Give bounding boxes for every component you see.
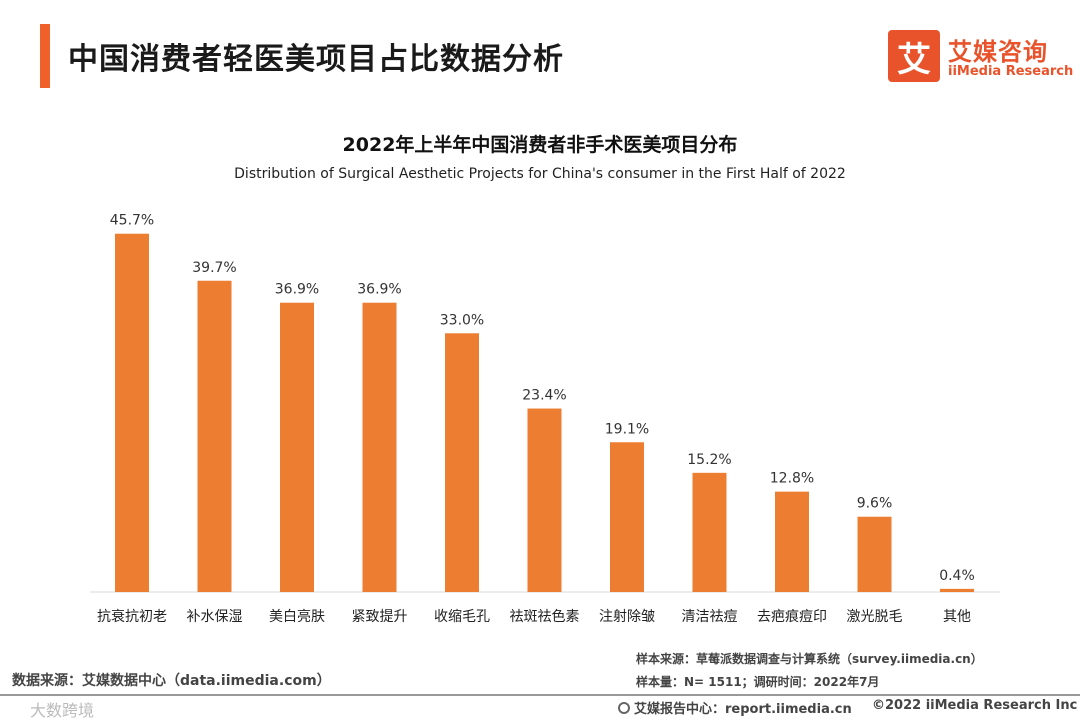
category-label-10: 其他 xyxy=(943,609,971,625)
data-source: 数据来源：艾媒数据中心（data.iimedia.com） xyxy=(12,673,331,689)
category-label-0: 抗衰抗初老 xyxy=(97,608,167,625)
category-label-8: 去疤痕痘印 xyxy=(757,609,827,625)
value-label-9: 9.6% xyxy=(857,496,893,512)
sample-source: 样本来源：草莓派数据调查与计算系统（survey.iimedia.cn） xyxy=(636,652,983,666)
value-label-2: 36.9% xyxy=(275,282,319,298)
value-label-6: 19.1% xyxy=(605,421,649,437)
brand-logo: 艾 艾媒咨询 iiMedia Research xyxy=(888,30,1073,86)
copyright: ©2022 iiMedia Research Inc xyxy=(872,698,1078,713)
footer-divider xyxy=(0,694,1080,696)
chart-subtitle: Distribution of Surgical Aesthetic Proje… xyxy=(234,166,846,182)
bar-6 xyxy=(610,442,644,592)
value-label-4: 33.0% xyxy=(440,312,484,328)
category-label-9: 激光脱毛 xyxy=(847,608,903,625)
bar-8 xyxy=(775,491,809,592)
report-center: 艾媒报告中心：report.iimedia.cn xyxy=(618,698,852,717)
bar-5 xyxy=(527,408,562,592)
watermark-text: 大数跨境 xyxy=(30,701,95,720)
logo-mark-icon: 艾 xyxy=(888,30,940,82)
location-pin-icon xyxy=(618,702,630,714)
bar-2 xyxy=(280,302,314,592)
chart-title: 2022年上半年中国消费者非手术医美项目分布 xyxy=(342,134,738,156)
bar-10 xyxy=(940,588,974,592)
bar-1 xyxy=(197,280,232,592)
logo-en-text: iiMedia Research xyxy=(948,64,1074,79)
value-label-0: 45.7% xyxy=(110,213,154,229)
category-label-3: 紧致提升 xyxy=(352,609,408,625)
value-label-1: 39.7% xyxy=(192,260,236,276)
logo-cn-text: 艾媒咨询 xyxy=(948,38,1048,66)
sample-size: 样本量：N= 1511；调研时间：2022年7月 xyxy=(636,675,880,689)
value-label-3: 36.9% xyxy=(357,282,401,298)
bar-9 xyxy=(857,516,892,592)
value-label-10: 0.4% xyxy=(939,568,975,584)
category-label-2: 美白亮肤 xyxy=(269,608,325,625)
bar-3 xyxy=(362,302,397,592)
value-label-7: 15.2% xyxy=(687,452,731,468)
category-label-4: 收缩毛孔 xyxy=(434,609,490,625)
bar-0 xyxy=(115,233,149,592)
category-label-1: 补水保湿 xyxy=(187,609,243,625)
report-center-text: 艾媒报告中心：report.iimedia.cn xyxy=(634,702,852,717)
bar-7 xyxy=(692,472,727,592)
page-title: 中国消费者轻医美项目占比数据分析 xyxy=(68,42,564,77)
category-label-5: 祛斑祛色素 xyxy=(510,608,580,625)
value-label-8: 12.8% xyxy=(770,471,814,487)
category-label-6: 注射除皱 xyxy=(599,609,655,625)
value-label-5: 23.4% xyxy=(522,388,566,404)
title-accent-bar xyxy=(40,24,50,88)
bar-4 xyxy=(445,333,479,592)
category-label-7: 清洁祛痘 xyxy=(682,609,738,625)
